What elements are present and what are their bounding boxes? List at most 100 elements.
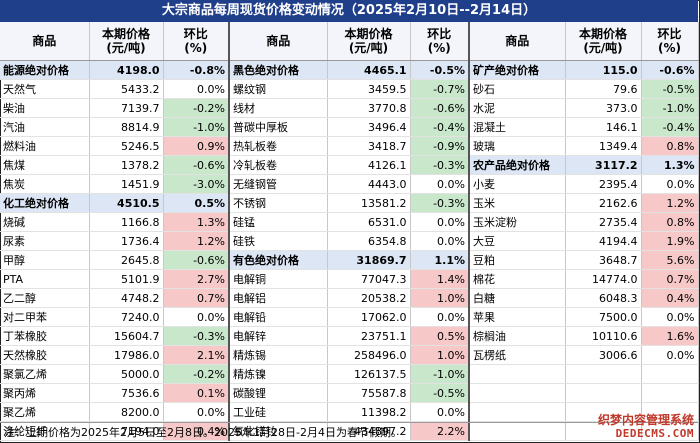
commodity-name: 无缝钢管 (229, 174, 328, 194)
commodity-name: 苹果 (469, 307, 566, 327)
commodity-change: -0.5% (410, 383, 470, 403)
commodity-price: 79.6 (565, 79, 642, 99)
commodity-name: 线材 (229, 98, 328, 118)
commodity-price: 4194.4 (565, 231, 642, 251)
category-change: -0.5% (410, 60, 470, 80)
header-price-line2: (元/吨) (348, 41, 389, 55)
commodity-price: 4443.0 (327, 174, 411, 194)
commodity-name: 天然气 (0, 79, 90, 99)
commodity-name: 大豆 (469, 231, 566, 251)
commodity-change: 0.1% (163, 383, 230, 403)
commodity-price: 1451.9 (89, 174, 164, 194)
commodity-price: 17062.0 (327, 307, 411, 327)
commodity-change: 0.0% (163, 402, 230, 422)
table-row: 柴油 7139.7 -0.2% 线材 3770.8 -0.6% 水泥 373.0 -1.0% (0, 98, 699, 118)
header-change: 环比 (%) (410, 22, 470, 61)
commodity-name: 对二甲苯 (0, 307, 90, 327)
commodity-name: 聚乙烯 (0, 402, 90, 422)
header-commodity: 商品 (0, 22, 90, 61)
commodity-name: 碳酸锂 (229, 383, 328, 403)
commodity-price: 75587.8 (327, 383, 411, 403)
table-row: 尿素 1736.4 1.2% 硅铁 6354.8 0.0% 大豆 4194.4 1.9% (0, 231, 699, 251)
commodity-price: 8200.0 (89, 402, 164, 422)
watermark-logo: 织梦内容管理系统 DEDECMS.COM (597, 413, 694, 441)
commodity-change: 5.6% (641, 250, 699, 270)
category-name: 能源绝对价格 (0, 60, 90, 80)
commodity-name: 天然橡胶 (0, 345, 90, 365)
watermark-line1: 织梦内容管理系统 (597, 413, 694, 427)
commodity-price: 3648.7 (565, 250, 642, 270)
commodity-change: -0.6% (163, 155, 230, 175)
commodity-name: 汽油 (0, 117, 90, 137)
commodity-name: 硅锰 (229, 212, 328, 232)
header-price-line1: 本期价格 (578, 27, 627, 41)
table-row: 能源绝对价格 4198.0 -0.8% 黑色绝对价格 4465.1 -0.5% 矿产绝对价格… (0, 60, 699, 80)
commodity-name: PTA (0, 269, 90, 289)
header-commodity: 商品 (469, 22, 566, 61)
commodity-price: 3418.7 (327, 136, 411, 156)
commodity-change: 0.7% (641, 269, 699, 289)
commodity-price: 8814.9 (89, 117, 164, 137)
commodity-price: 126137.5 (327, 364, 411, 384)
commodity-price: 5246.5 (89, 136, 164, 156)
commodity-name: 焦煤 (0, 155, 90, 175)
table-row: 乙二醇 4748.2 0.7% 电解铝 20538.2 1.0% 白糖 6048.3 0.4% (0, 288, 699, 308)
commodity-name: 尿素 (0, 231, 90, 251)
commodity-name: 电解铅 (229, 307, 328, 327)
commodity-price (565, 402, 642, 422)
header-change-line1: 环比 (427, 27, 452, 41)
commodity-change (641, 402, 699, 422)
commodity-price: 3459.5 (327, 79, 411, 99)
commodity-price: 7500.0 (565, 307, 642, 327)
table-title: 大宗商品每周现货价格变动情况（2025年2月10日--2月14日） (0, 0, 698, 22)
commodity-name: 瓦楞纸 (469, 345, 566, 365)
commodity-price: 77047.3 (327, 269, 411, 289)
commodity-name: 玻璃 (469, 136, 566, 156)
commodity-change: -0.9% (410, 136, 470, 156)
commodity-price: 10110.6 (565, 326, 642, 346)
commodity-name: 乙二醇 (0, 288, 90, 308)
table-row: 聚氯乙烯 5000.0 -0.2% 精炼镍 126137.5 -1.0% (0, 364, 699, 384)
commodity-change: 0.9% (163, 136, 230, 156)
table-row: 汽油 8814.9 -1.0% 普碳中厚板 3496.4 -0.4% 混凝土 146.1 -0.… (0, 117, 699, 137)
commodity-change: 0.0% (163, 79, 230, 99)
commodity-change: -0.6% (410, 98, 470, 118)
category-change: 1.1% (410, 250, 470, 270)
commodity-name: 焦炭 (0, 174, 90, 194)
category-change: -0.6% (641, 60, 699, 80)
commodity-name: 电解铝 (229, 288, 328, 308)
commodity-name: 小麦 (469, 174, 566, 194)
commodity-change: -0.7% (410, 79, 470, 99)
commodity-change: 0.0% (410, 212, 470, 232)
commodity-name: 棕榈油 (469, 326, 566, 346)
category-name: 矿产绝对价格 (469, 60, 566, 80)
category-price: 4198.0 (89, 60, 164, 80)
commodity-change: 0.0% (410, 307, 470, 327)
category-price: 3117.2 (565, 155, 642, 175)
header-price-line2: (元/吨) (106, 41, 146, 55)
commodity-name: 豆粕 (469, 250, 566, 270)
commodity-price (565, 421, 642, 441)
watermark-line2: DEDECMS.COM (615, 427, 694, 440)
commodity-change: 1.2% (641, 193, 699, 213)
commodity-price: 7194.0 (89, 421, 164, 441)
table-row: 焦煤 1378.2 -0.6% 冷轧板卷 4126.1 -0.3% 农产品绝对价格 3117.… (0, 155, 699, 175)
commodity-change: 1.4% (410, 269, 470, 289)
table-row: 甲醇 2645.8 -0.6% 有色绝对价格 31869.7 1.1% 豆粕 3648.7 5.… (0, 250, 699, 270)
header-change-line2: (%) (658, 41, 681, 55)
commodity-change: 0.0% (163, 307, 230, 327)
commodity-price: 14774.0 (565, 269, 642, 289)
commodity-name: 电解铜 (229, 269, 328, 289)
category-price: 31869.7 (327, 250, 411, 270)
commodity-name: 玉米淀粉 (469, 212, 566, 232)
header-change: 环比 (%) (163, 22, 230, 61)
commodity-change: -0.3% (410, 193, 470, 213)
commodity-name: 燃料油 (0, 136, 90, 156)
commodity-change (641, 383, 699, 403)
commodity-name: 涤纶短纤 (0, 421, 90, 441)
commodity-change (641, 364, 699, 384)
category-name: 化工绝对价格 (0, 193, 90, 213)
commodity-name: 冷轧板卷 (229, 155, 328, 175)
commodity-price: 17986.0 (89, 345, 164, 365)
table-row: 聚乙烯 8200.0 0.0% 工业硅 11398.2 0.0% (0, 402, 699, 422)
